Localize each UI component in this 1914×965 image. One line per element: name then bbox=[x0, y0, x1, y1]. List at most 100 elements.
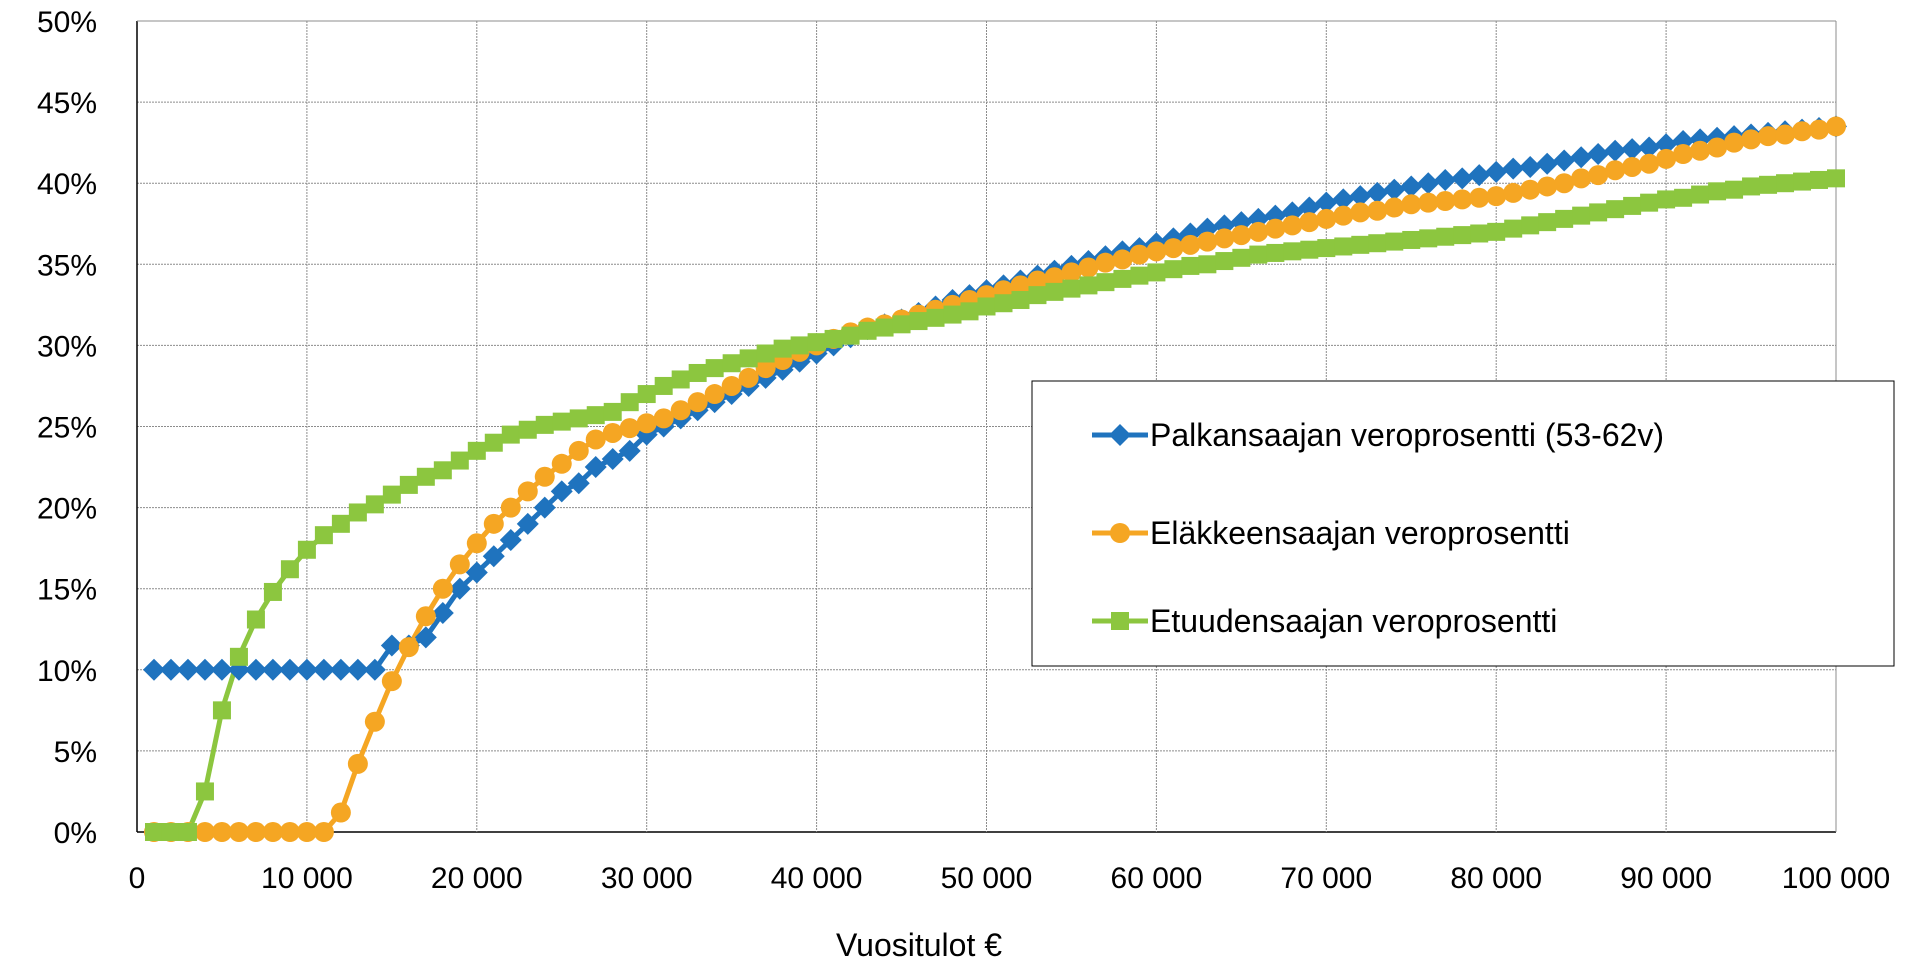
data-point-series-2 bbox=[1826, 116, 1846, 137]
data-point-series-3 bbox=[1130, 266, 1149, 285]
data-point-series-3 bbox=[1623, 196, 1642, 215]
data-point-series-3 bbox=[1385, 232, 1404, 251]
data-point-series-1 bbox=[516, 512, 539, 535]
x-tick-label: 80 000 bbox=[1450, 862, 1542, 895]
data-point-series-2 bbox=[279, 822, 300, 842]
data-point-series-2 bbox=[1367, 200, 1388, 221]
data-point-series-1 bbox=[1298, 196, 1321, 219]
data-point-series-3 bbox=[1045, 282, 1064, 301]
data-point-series-3 bbox=[1368, 234, 1387, 253]
data-point-series-1 bbox=[601, 447, 624, 470]
data-point-series-3 bbox=[1691, 185, 1710, 204]
data-point-series-2 bbox=[1469, 187, 1490, 208]
x-tick-label: 90 000 bbox=[1620, 862, 1712, 895]
data-point-series-1 bbox=[550, 480, 573, 503]
data-point-series-2 bbox=[1384, 197, 1405, 218]
data-point-series-1 bbox=[1400, 175, 1423, 198]
data-point-series-3 bbox=[280, 560, 299, 579]
data-point-series-2 bbox=[1197, 231, 1218, 252]
data-point-series-3 bbox=[518, 420, 537, 439]
y-tick-label: 40% bbox=[37, 168, 97, 201]
y-tick-label: 50% bbox=[37, 6, 97, 39]
data-point-series-2 bbox=[1112, 249, 1133, 270]
y-axis-tick-labels: 0% 5% 10% 15% 20% 25% 30% 35% 40% 45% 50% bbox=[37, 6, 97, 850]
data-point-series-1 bbox=[363, 658, 386, 681]
data-point-series-1 bbox=[329, 658, 352, 681]
y-tick-label: 20% bbox=[37, 493, 97, 526]
data-point-series-2 bbox=[211, 822, 232, 842]
data-point-series-3 bbox=[688, 363, 707, 382]
data-point-series-3 bbox=[807, 333, 826, 352]
data-point-series-3 bbox=[467, 441, 486, 460]
data-point-series-2 bbox=[670, 400, 691, 421]
data-point-series-1 bbox=[142, 658, 165, 681]
data-point-series-2 bbox=[415, 606, 436, 627]
data-point-series-2 bbox=[245, 822, 266, 842]
data-point-series-1 bbox=[210, 658, 233, 681]
data-point-series-2 bbox=[517, 481, 538, 502]
data-point-series-3 bbox=[1827, 169, 1845, 188]
data-point-series-3 bbox=[1419, 229, 1438, 248]
x-tick-label: 10 000 bbox=[261, 862, 353, 895]
y-tick-label: 15% bbox=[37, 574, 97, 607]
data-point-series-3 bbox=[841, 326, 860, 345]
data-point-series-1 bbox=[1553, 149, 1576, 172]
data-point-series-2 bbox=[1503, 182, 1524, 203]
data-point-series-3 bbox=[756, 344, 775, 363]
data-point-series-3 bbox=[620, 393, 639, 412]
data-point-series-3 bbox=[1589, 203, 1608, 222]
data-point-series-1 bbox=[244, 658, 267, 681]
x-axis-title: Vuositulot € bbox=[836, 927, 1002, 963]
data-point-series-2 bbox=[1741, 129, 1762, 150]
data-point-series-1 bbox=[1621, 138, 1644, 161]
data-point-series-2 bbox=[1775, 124, 1796, 145]
data-point-series-1 bbox=[1536, 152, 1559, 175]
data-point-series-1 bbox=[1604, 139, 1627, 162]
data-point-series-2 bbox=[1724, 132, 1745, 153]
data-point-series-1 bbox=[1366, 181, 1389, 204]
data-point-series-2 bbox=[398, 637, 419, 658]
data-point-series-2 bbox=[1146, 241, 1167, 262]
data-point-series-3 bbox=[416, 467, 435, 486]
y-tick-label: 30% bbox=[37, 330, 97, 363]
data-point-series-1 bbox=[584, 456, 607, 479]
data-point-series-3 bbox=[960, 302, 979, 321]
data-point-series-2 bbox=[1588, 165, 1609, 186]
data-point-series-3 bbox=[858, 321, 877, 340]
data-point-series-1 bbox=[1655, 133, 1678, 156]
data-point-series-2 bbox=[1231, 225, 1252, 246]
data-point-series-2 bbox=[755, 358, 776, 379]
data-point-series-2 bbox=[1044, 267, 1065, 288]
data-point-series-2 bbox=[1214, 228, 1235, 249]
data-point-series-2 bbox=[381, 671, 402, 692]
data-point-series-2 bbox=[1537, 176, 1558, 197]
data-point-series-2 bbox=[1520, 179, 1541, 200]
data-point-series-3 bbox=[1572, 206, 1591, 225]
data-point-series-3 bbox=[246, 610, 265, 629]
data-point-series-2 bbox=[1605, 160, 1626, 181]
legend-label-2: Eläkkeensaajan veroprosentti bbox=[1150, 515, 1570, 551]
data-point-series-2 bbox=[568, 440, 589, 461]
data-point-series-3 bbox=[1793, 172, 1812, 191]
data-point-series-3 bbox=[314, 526, 333, 545]
data-point-series-3 bbox=[1181, 256, 1200, 275]
data-point-series-3 bbox=[1317, 239, 1336, 258]
data-point-series-1 bbox=[1587, 143, 1610, 166]
data-point-series-3 bbox=[1232, 248, 1251, 267]
data-point-series-3 bbox=[1742, 177, 1761, 196]
data-point-series-2 bbox=[721, 375, 742, 396]
data-point-series-2 bbox=[534, 466, 555, 487]
data-point-series-3 bbox=[739, 349, 758, 368]
data-point-series-2 bbox=[1299, 212, 1320, 233]
data-point-series-3 bbox=[1062, 279, 1081, 298]
data-point-series-3 bbox=[1810, 170, 1829, 189]
data-point-series-3 bbox=[994, 294, 1013, 313]
data-point-series-3 bbox=[1640, 193, 1659, 212]
series-markers bbox=[142, 115, 1847, 842]
data-point-series-1 bbox=[465, 561, 488, 584]
data-point-series-3 bbox=[552, 412, 571, 431]
data-point-series-3 bbox=[1011, 290, 1030, 309]
data-point-series-2 bbox=[1248, 221, 1269, 242]
data-point-series-2 bbox=[1282, 215, 1303, 236]
data-point-series-2 bbox=[653, 408, 674, 429]
